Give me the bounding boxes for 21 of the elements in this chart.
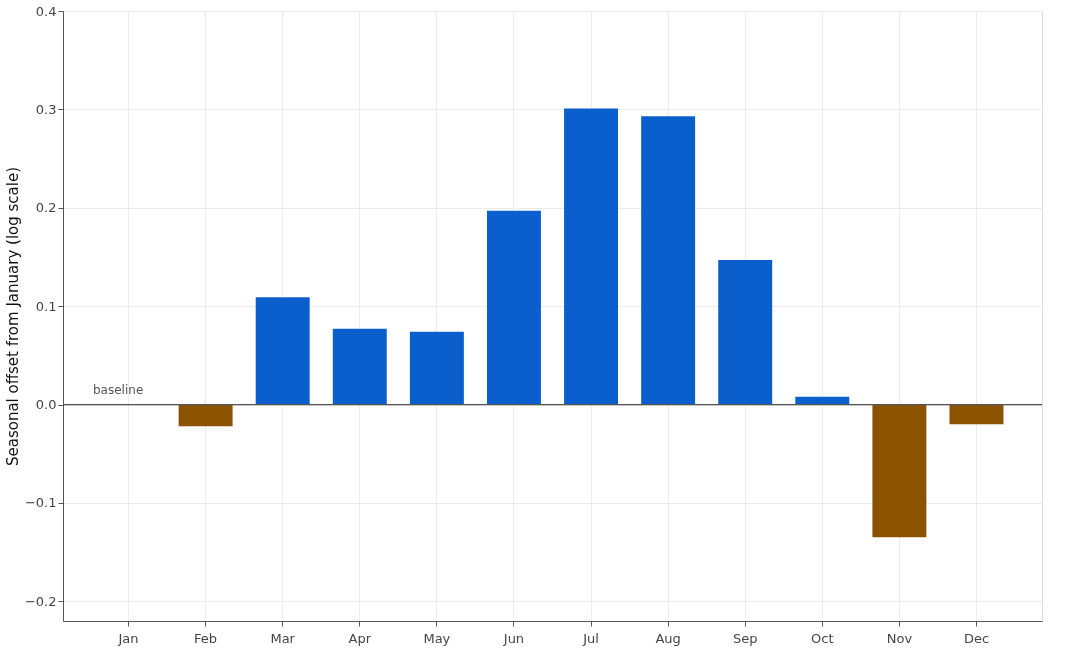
y-tick-label: 0.2 [35,200,57,216]
y-tick-label: 0.4 [35,3,57,19]
x-tick-label: Feb [194,630,218,646]
x-tick-label: Aug [655,630,681,646]
ref-line-label: baseline [93,382,144,397]
y-tick-label: −0.2 [24,593,57,609]
x-tick-label: Apr [348,630,372,646]
x-tick-label: Sep [732,630,758,646]
x-tick-label: Oct [811,630,834,646]
x-tick-label: Jun [502,630,525,646]
x-tick-label: Jul [582,630,599,646]
y-tick-label: 0.1 [35,298,57,314]
y-tick-label: −0.1 [24,495,57,511]
x-tick-label: Nov [886,630,913,646]
x-tick-label: Mar [270,630,296,646]
y-axis-title: Seasonal offset from January (log scale) [3,166,22,467]
x-tick-label: May [423,630,451,646]
x-tick-label: Jan [117,630,139,646]
y-tick-label: 0.3 [35,101,57,117]
x-tick-label: Dec [963,630,990,646]
y-tick-label: 0.0 [35,397,57,413]
